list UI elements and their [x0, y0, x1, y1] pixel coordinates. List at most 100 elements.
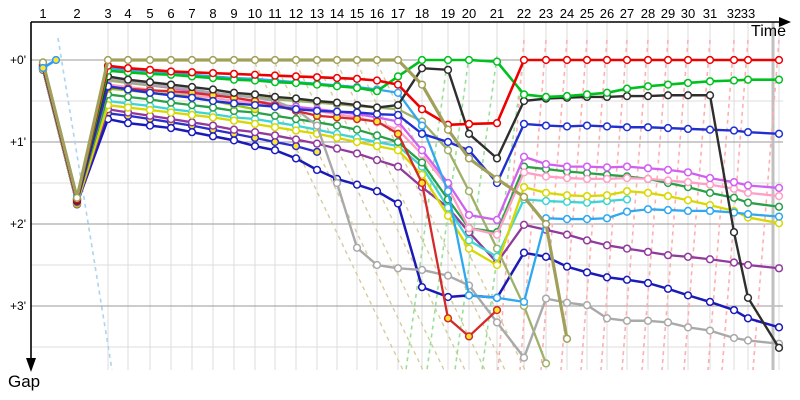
data-point-marker [166, 98, 176, 107]
data-point-marker [291, 72, 301, 81]
data-point-marker [372, 55, 382, 65]
data-point-marker [774, 191, 784, 201]
data-point-marker [145, 88, 155, 97]
data-point-marker [187, 118, 197, 127]
data-point-marker [417, 265, 427, 275]
data-point-marker [705, 255, 715, 264]
data-point-marker [332, 98, 342, 107]
data-point-marker [229, 116, 239, 125]
data-point-marker [683, 78, 693, 88]
data-point-marker [187, 68, 197, 77]
series-dodgerblue [38, 55, 61, 73]
data-point-marker [312, 165, 322, 175]
data-point-marker [492, 57, 502, 66]
data-point-marker [622, 55, 632, 65]
data-point-marker [103, 55, 113, 65]
data-point-marker [372, 187, 382, 196]
data-point-marker [464, 187, 474, 196]
data-point-marker [443, 55, 453, 65]
data-point-marker [643, 174, 653, 184]
data-point-marker [492, 118, 502, 128]
data-point-marker [393, 88, 403, 97]
data-point-marker [123, 85, 133, 94]
data-point-marker [208, 113, 218, 122]
data-point-marker [743, 336, 753, 345]
data-point-marker [705, 125, 715, 134]
data-point-marker [166, 80, 176, 89]
data-point-marker [417, 64, 427, 73]
data-point-marker [270, 77, 280, 87]
data-point-marker [705, 297, 715, 307]
lap-tick-label: 2 [73, 6, 80, 21]
lap-tick-label: 31 [703, 6, 717, 21]
data-point-marker [372, 103, 382, 112]
lap-tick-label: 30 [681, 6, 695, 21]
data-point-marker [250, 128, 260, 137]
data-point-marker [393, 117, 403, 126]
data-point-marker [332, 73, 342, 83]
gap-axis-label: Gap [8, 372, 41, 391]
data-point-marker [562, 162, 572, 171]
data-point-marker [541, 219, 551, 229]
data-point-marker [352, 83, 362, 93]
data-point-marker [683, 323, 693, 332]
data-point-marker [229, 69, 239, 79]
data-point-marker [683, 124, 693, 134]
data-point-marker [332, 121, 342, 130]
data-point-marker [145, 65, 155, 74]
data-point-marker [705, 55, 715, 65]
data-point-marker [492, 174, 502, 184]
data-point-marker [729, 178, 739, 187]
data-point-marker [443, 271, 453, 280]
lap-tick-label: 22 [517, 6, 531, 21]
lap-tick-label: 33 [741, 6, 755, 21]
data-point-marker [352, 114, 362, 124]
data-point-marker [166, 114, 176, 124]
data-point-marker [622, 195, 632, 204]
data-point-marker [541, 121, 551, 130]
lapped-lightblue [57, 37, 113, 371]
data-point-marker [602, 241, 612, 250]
data-point-marker [602, 163, 612, 172]
data-point-marker [622, 187, 632, 196]
data-point-marker [743, 314, 753, 323]
data-point-marker [123, 75, 133, 84]
data-point-marker [729, 228, 739, 237]
lap-tick-label: 23 [539, 6, 553, 21]
lap-tick-label: 8 [209, 6, 216, 21]
lap-tick-label: 12 [289, 6, 303, 21]
data-point-marker [602, 314, 612, 323]
data-point-marker [270, 123, 280, 132]
data-point-marker [372, 131, 382, 140]
data-point-marker [729, 76, 739, 85]
data-point-marker [582, 214, 592, 224]
data-point-marker [291, 114, 301, 124]
data-point-marker [229, 136, 239, 145]
data-point-marker [372, 87, 382, 96]
data-point-marker [643, 82, 653, 91]
data-point-marker [663, 318, 673, 327]
data-point-marker [663, 205, 673, 215]
data-point-marker [372, 155, 382, 165]
series-khaki-leader [38, 55, 572, 343]
data-point-marker [683, 252, 693, 261]
data-point-marker [643, 278, 653, 288]
data-point-marker [352, 55, 362, 65]
data-point-marker [774, 323, 784, 332]
data-point-marker [774, 183, 784, 193]
data-point-marker [705, 180, 715, 189]
data-point-marker [519, 297, 529, 307]
data-point-marker [683, 178, 693, 187]
lap-tick-label: 18 [415, 6, 429, 21]
data-point-marker [270, 137, 280, 147]
lap-tick-label: 20 [462, 6, 476, 21]
data-point-marker [519, 353, 529, 362]
lap-tick-label: 11 [268, 6, 282, 21]
data-point-marker [602, 273, 612, 282]
lap-tick-label: 28 [641, 6, 655, 21]
data-point-marker [187, 110, 197, 120]
data-point-marker [208, 55, 218, 65]
data-point-marker [663, 251, 673, 260]
data-point-marker [774, 55, 784, 65]
